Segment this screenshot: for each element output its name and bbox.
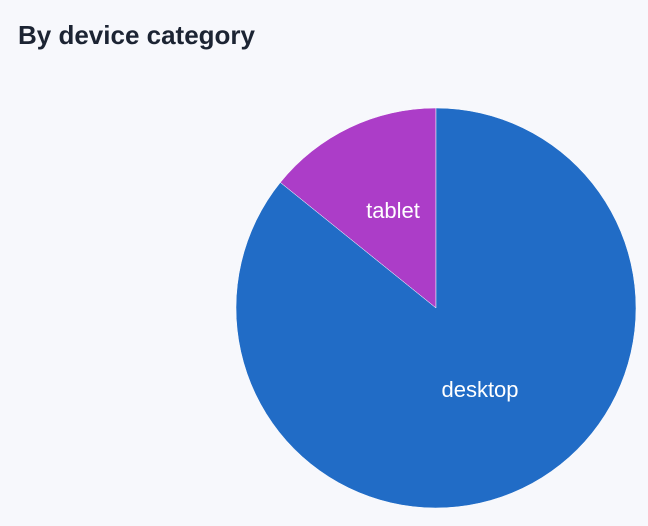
slice-label-desktop: desktop <box>441 377 518 402</box>
chart-title: By device category <box>18 20 256 50</box>
pie-slice-desktop <box>235 107 637 509</box>
pie-slice-tablet <box>279 107 437 309</box>
slice-label-tablet: tablet <box>366 198 420 223</box>
